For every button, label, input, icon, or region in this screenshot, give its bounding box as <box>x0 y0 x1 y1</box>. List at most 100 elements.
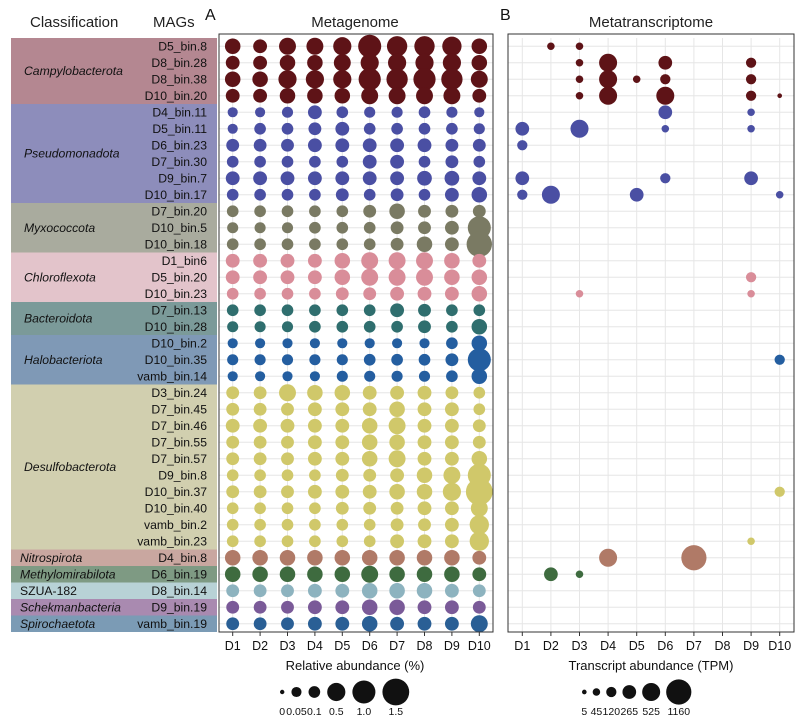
bubble-metagenome-vamb_bin.2-D6 <box>363 518 376 531</box>
bubble-metagenome-D10_bin.23-D4 <box>309 287 321 300</box>
mag-label: D10_bin.40 <box>145 501 208 515</box>
bubble-metagenome-D10_bin.40-D7 <box>390 501 404 515</box>
bubble-metagenome-D4_bin.8-D1 <box>224 549 241 566</box>
band-Halobacteriota <box>11 335 217 385</box>
bubble-metatranscriptome-D8_bin.38-D5 <box>632 75 641 84</box>
bubble-metatranscriptome-D10_bin.20-D6 <box>656 86 675 105</box>
bubble-metagenome-D7_bin.46-D6 <box>361 417 378 434</box>
bubble-metagenome-D10_bin.5-D8 <box>418 221 431 235</box>
bubble-metagenome-D7_bin.30-D9 <box>445 155 459 169</box>
bubble-metagenome-D7_bin.46-D2 <box>253 418 268 433</box>
bubble-metagenome-D7_bin.13-D8 <box>418 303 431 317</box>
bubble-metagenome-D10_bin.37-D3 <box>281 485 294 499</box>
legend-value: 1160 <box>667 706 690 718</box>
x-tick-label: D6 <box>362 639 378 653</box>
bubble-metagenome-vamb_bin.2-D8 <box>418 518 431 532</box>
bubble-metagenome-D3_bin.24-D2 <box>253 386 267 400</box>
bubble-metagenome-D7_bin.30-D2 <box>254 155 266 168</box>
bubble-metagenome-D10_bin.2-D5 <box>337 338 348 349</box>
x-tick-label: D6 <box>657 639 673 653</box>
bubble-metagenome-D8_bin.28-D3 <box>279 54 296 71</box>
bubble-metagenome-D5_bin.20-D6 <box>361 268 379 286</box>
bubble-metagenome-D5_bin.11-D9 <box>446 122 458 135</box>
metatranscriptome-legend-title: Transcript abundance (TPM) <box>569 658 734 673</box>
bubble-metagenome-D8_bin.38-D9 <box>441 68 463 90</box>
bubble-metagenome-D10_bin.37-D9 <box>442 482 461 501</box>
bubble-metatranscriptome-D9_bin.7-D9 <box>744 171 758 186</box>
bubble-metagenome-D6_bin.23-D8 <box>417 138 432 153</box>
bubble-metagenome-D7_bin.45-D4 <box>307 402 322 417</box>
bubble-metagenome-vamb_bin.23-D2 <box>254 535 266 548</box>
bubble-metagenome-D4_bin.8-D7 <box>389 549 405 566</box>
bubble-metagenome-D6_bin.19-D1 <box>224 566 241 583</box>
bubble-metagenome-D7_bin.46-D7 <box>388 417 406 435</box>
bubble-metagenome-D10_bin.35-D9 <box>445 353 459 367</box>
bubble-metagenome-D10_bin.17-D1 <box>226 188 239 201</box>
bubble-metagenome-D10_bin.35-D1 <box>227 354 239 366</box>
bubble-metagenome-D4_bin.8-D9 <box>444 549 460 566</box>
bubble-metagenome-D10_bin.37-D2 <box>253 485 267 499</box>
bubble-metagenome-D9_bin.8-D4 <box>309 469 321 482</box>
bubble-metagenome-D6_bin.19-D3 <box>279 566 296 583</box>
x-tick-label: D3 <box>572 639 588 653</box>
bubble-metagenome-D9_bin.7-D6 <box>362 171 377 186</box>
bubble-metatranscriptome-D5_bin.11-D6 <box>661 124 670 133</box>
bubble-metagenome-D6_bin.23-D2 <box>253 138 267 152</box>
bubble-metagenome-D10_bin.37-D6 <box>362 484 377 499</box>
legend-value: 120 <box>603 706 621 718</box>
bubble-metagenome-D9_bin.8-D9 <box>443 466 461 484</box>
bubble-metagenome-D4_bin.11-D7 <box>391 106 403 118</box>
bubble-metagenome-D7_bin.55-D8 <box>417 435 432 450</box>
classification-bands: Campylobacterota Pseudomonadota Myxococcot… <box>11 38 217 632</box>
bubble-metagenome-D10_bin.18-D7 <box>390 237 404 251</box>
classification-label: Spirochaetota <box>20 617 95 631</box>
bubble-metagenome-D10_bin.28-D5 <box>336 320 349 333</box>
bubble-metatranscriptome-D8_bin.38-D4 <box>599 70 618 89</box>
bubble-metagenome-D10_bin.18-D8 <box>416 236 433 253</box>
x-tick-label: D3 <box>280 639 296 653</box>
band-Campylobacterota <box>11 38 217 104</box>
bubble-metagenome-D10_bin.18-D2 <box>254 238 266 251</box>
bubble-metagenome-vamb_bin.19-D6 <box>361 615 378 632</box>
bubble-metagenome-D7_bin.57-D6 <box>361 450 378 467</box>
mags-header: MAGs <box>153 14 195 31</box>
bubble-metagenome-D7_bin.57-D9 <box>444 451 459 466</box>
panel-frame <box>218 33 494 633</box>
metatranscriptome-panel: D1 D2 D3 D4 D5 D6 D7 D8 D9 D10 <box>507 33 795 653</box>
bubble-metatranscriptome-D8_bin.38-D6 <box>660 74 671 85</box>
bubble-metagenome-D8_bin.38-D6 <box>358 68 381 91</box>
mag-label: D7_bin.46 <box>151 419 207 433</box>
bubble-metatranscriptome-D8_bin.28-D6 <box>658 55 673 70</box>
bubble-metagenome-D9_bin.19-D9 <box>444 600 459 615</box>
bubble-metagenome-D10_bin.17-D4 <box>309 188 321 201</box>
bubble-metagenome-D6_bin.19-D9 <box>444 566 460 583</box>
bubble-metagenome-D4_bin.11-D3 <box>281 106 294 118</box>
bubble-metagenome-D8_bin.14-D6 <box>361 582 378 599</box>
bubble-metagenome-D10_bin.23-D8 <box>417 286 432 301</box>
bubble-metagenome-D7_bin.46-D9 <box>444 418 459 433</box>
bubble-metatranscriptome-D4_bin.11-D9 <box>747 108 755 117</box>
bubble-metagenome-D7_bin.30-D6 <box>362 154 377 169</box>
bubble-metagenome-D5_bin.20-D10 <box>471 269 488 286</box>
bubble-metagenome-D10_bin.20-D6 <box>361 87 379 105</box>
legend-value: 0.05 <box>286 706 307 718</box>
x-tick-label: D8 <box>417 639 433 653</box>
mag-label: D7_bin.55 <box>151 435 207 449</box>
bubble-metagenome-D8_bin.28-D2 <box>253 55 268 70</box>
bubble-metagenome-D10_bin.2-D3 <box>282 338 293 349</box>
bubble-metagenome-D10_bin.2-D6 <box>364 338 375 349</box>
bubble-metagenome-D8_bin.38-D8 <box>413 68 436 91</box>
bubble-metagenome-D7_bin.57-D4 <box>307 451 322 466</box>
bubble-metagenome-D8_bin.38-D4 <box>305 70 324 89</box>
mag-label: D10_bin.17 <box>145 188 208 202</box>
band-Nitrospirota <box>11 549 217 566</box>
bubble-metagenome-D7_bin.45-D7 <box>389 401 405 418</box>
bubble-metatranscriptome-D6_bin.19-D3 <box>575 570 584 579</box>
bubble-metagenome-D7_bin.13-D2 <box>254 304 266 317</box>
bubble-metagenome-D7_bin.46-D3 <box>280 418 295 433</box>
bubble-metagenome-D10_bin.28-D3 <box>281 321 294 333</box>
mag-label: D3_bin.24 <box>151 386 207 400</box>
legend-bubble <box>280 689 285 695</box>
bubble-metagenome-D5_bin.20-D7 <box>388 268 406 286</box>
